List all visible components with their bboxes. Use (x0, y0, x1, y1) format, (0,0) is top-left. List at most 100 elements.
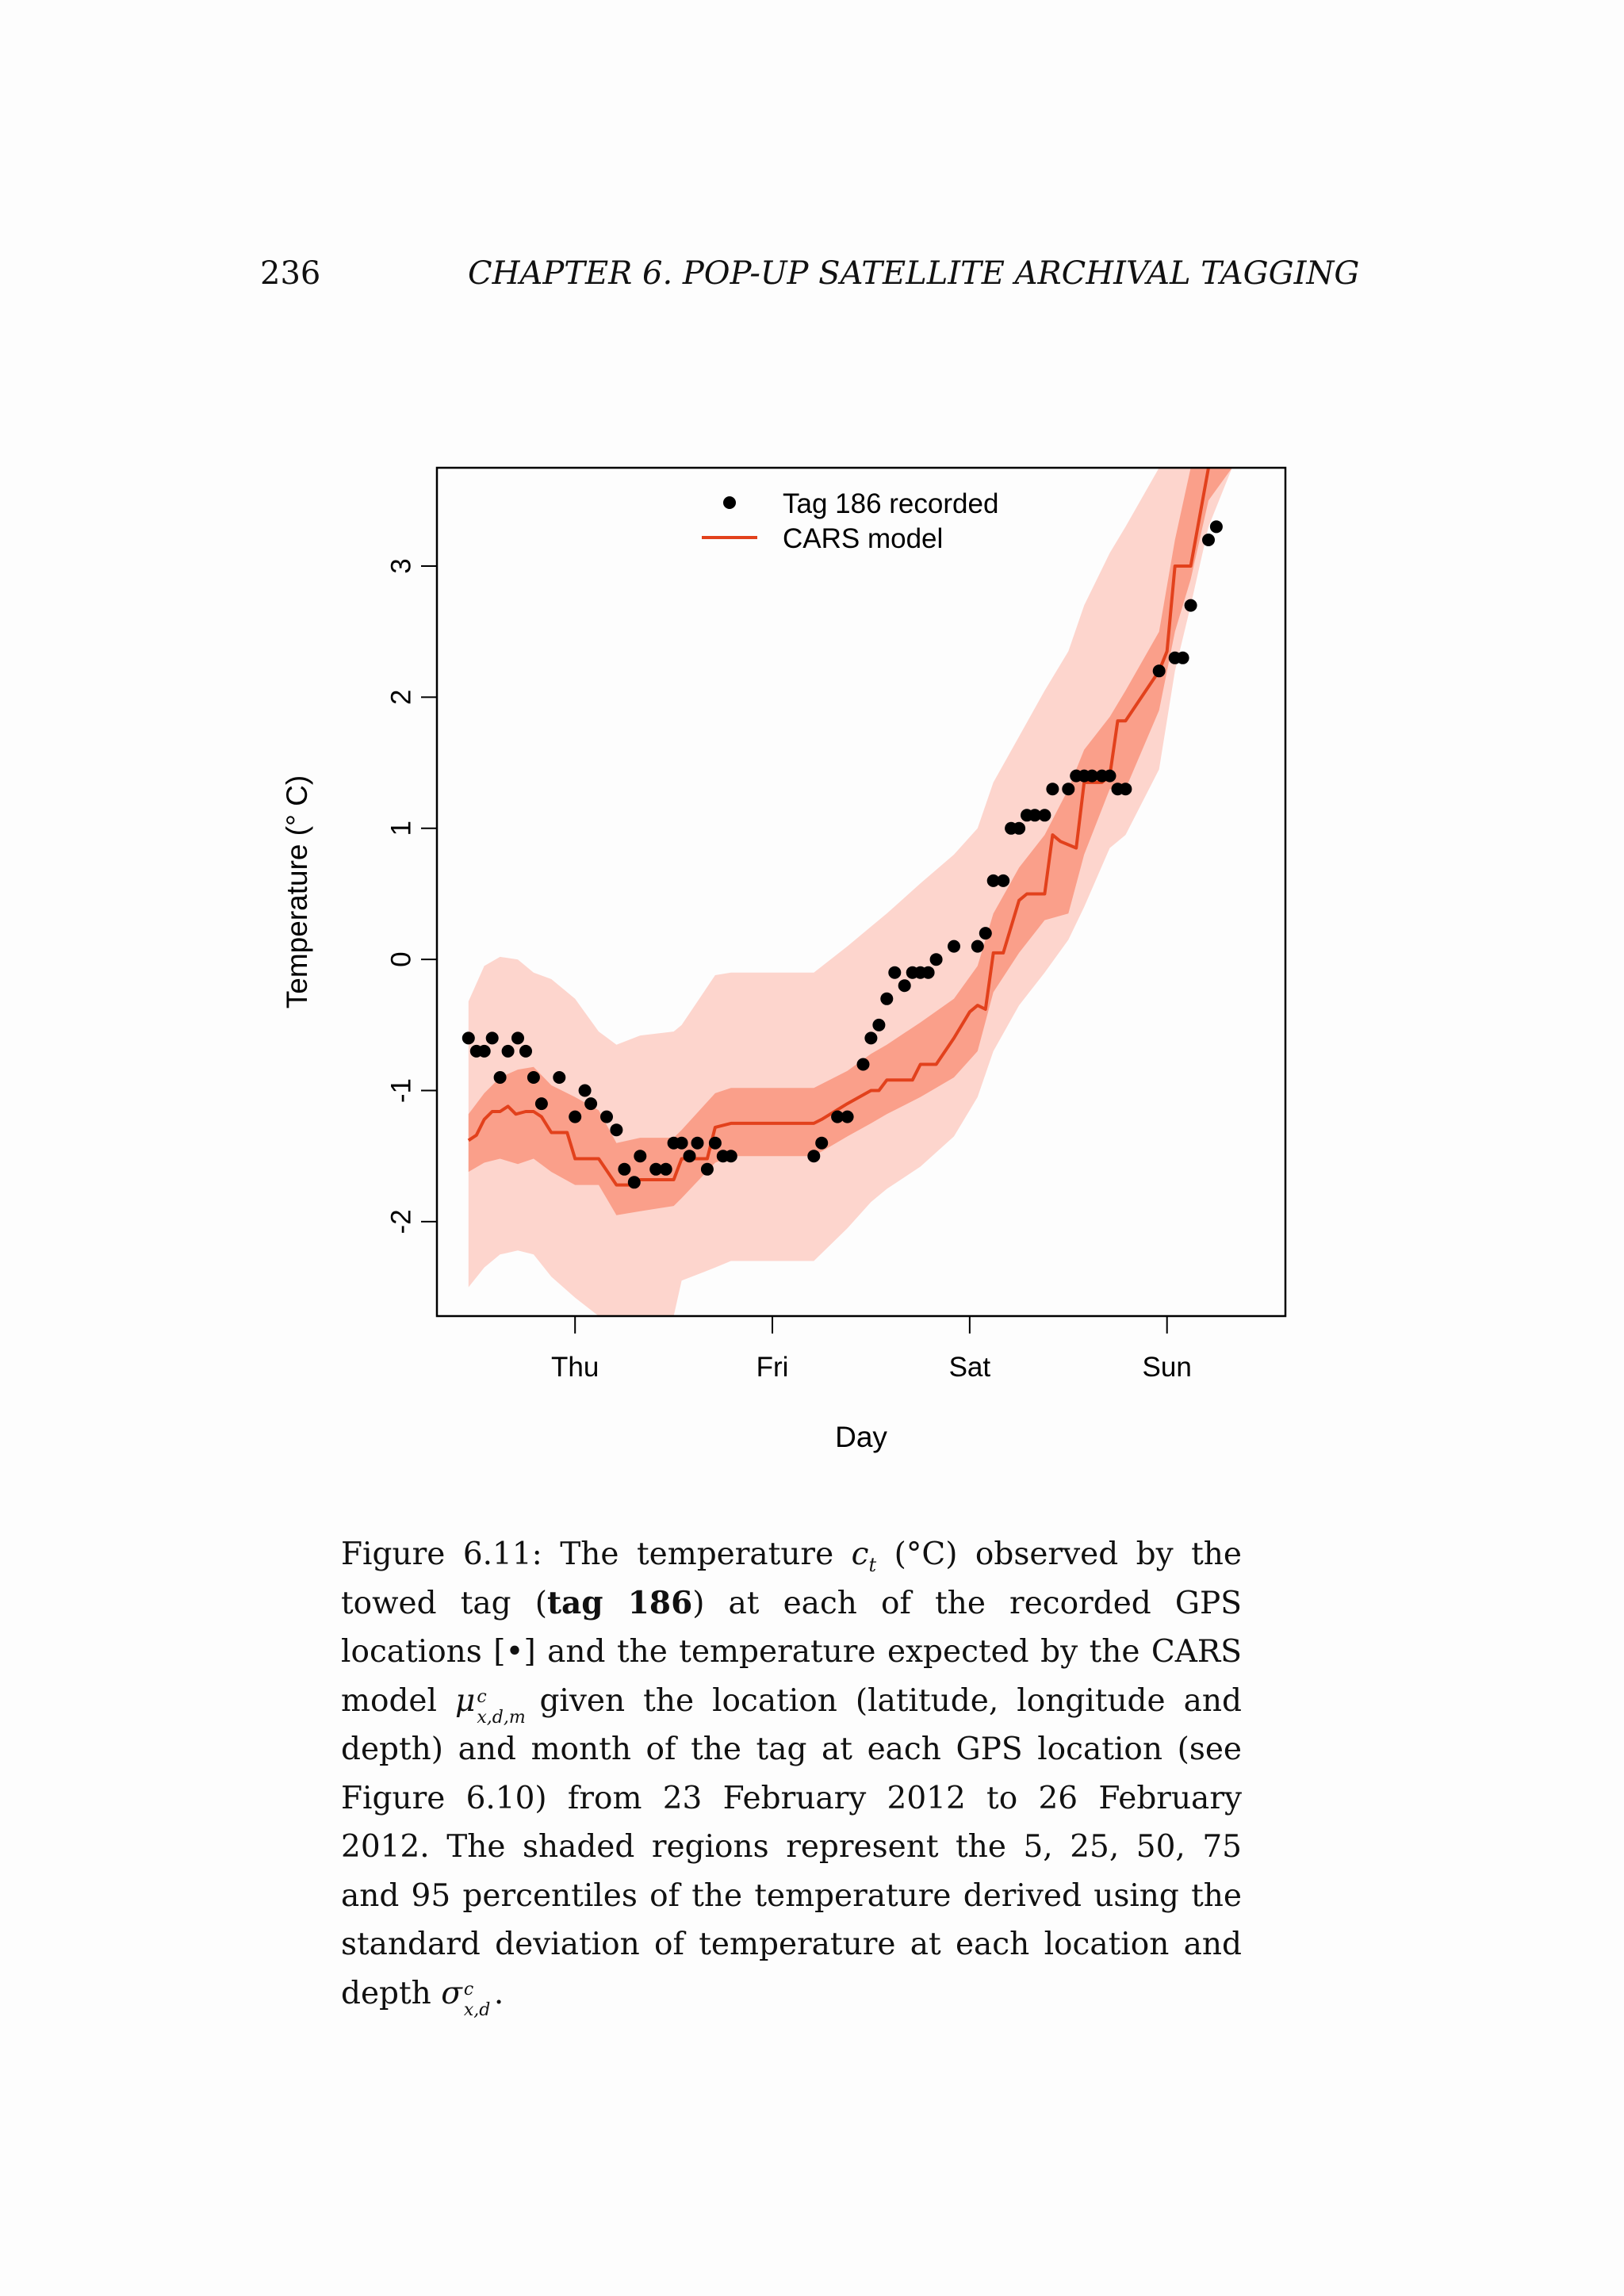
data-point (1046, 783, 1059, 796)
page-header: 236 CHAPTER 6. POP-UP SATELLITE ARCHIVAL… (0, 255, 1624, 303)
caption-text-3: ) at each of the recorded GPS locations … (341, 1585, 1242, 1719)
data-point (477, 1044, 491, 1058)
page-number: 236 (260, 255, 321, 292)
plot-frame (435, 466, 1287, 1318)
var-c: c (851, 1536, 869, 1572)
caption-text-2: (°C) observed by the towed tag ( (341, 1536, 1242, 1621)
y-tick-label: 0 (386, 951, 417, 966)
y-axis-label: Temperature (° C) (281, 775, 313, 1008)
caption-label: Figure 6.11: (341, 1536, 542, 1572)
data-point (634, 1150, 647, 1163)
legend-point-symbol (723, 496, 736, 509)
data-point (584, 1097, 598, 1111)
data-point (948, 939, 960, 953)
data-point (1028, 809, 1041, 822)
percentile-bands (468, 468, 1247, 1316)
data-point (462, 1031, 475, 1045)
data-point (1209, 520, 1223, 534)
data-point (610, 1123, 623, 1137)
data-point (578, 1084, 592, 1097)
caption-text-5: . (493, 1975, 504, 2011)
data-point (979, 927, 992, 940)
data-point (501, 1044, 515, 1058)
data-point (1038, 809, 1051, 822)
y-tick-label: 2 (386, 690, 417, 705)
data-point (856, 1058, 870, 1071)
x-axis-label: Day (835, 1421, 887, 1453)
legend-label-recorded: Tag 186 recorded (783, 488, 998, 519)
data-point (1176, 651, 1189, 664)
mu-subscript: x,d,m (477, 1707, 526, 1728)
data-point (971, 939, 984, 953)
data-point (929, 953, 943, 966)
data-point (1119, 783, 1132, 796)
y-tick-label: 3 (386, 558, 417, 573)
data-point (627, 1176, 641, 1189)
figure-caption: Figure 6.11: The temperature ct (°C) obs… (341, 1530, 1242, 2020)
data-point (807, 1150, 821, 1163)
tag-points-series (462, 520, 1223, 1189)
data-point (1062, 783, 1075, 796)
data-point (888, 966, 902, 979)
data-point (1202, 534, 1215, 546)
caption-var-mu: μ c x,d,m (455, 1682, 526, 1728)
data-point (675, 1136, 688, 1150)
y-axis: -2 -1 0 1 2 3 (386, 558, 437, 1234)
data-point (708, 1136, 722, 1150)
x-tick-label: Thu (551, 1352, 599, 1383)
data-point (872, 1018, 886, 1031)
data-point (691, 1136, 704, 1150)
data-point (519, 1044, 532, 1058)
x-tick-label: Fri (756, 1352, 789, 1383)
data-point (569, 1110, 582, 1123)
data-point (1086, 769, 1099, 783)
data-point (864, 1031, 878, 1045)
sigma-subscript: x,d (463, 1999, 491, 2020)
data-point (534, 1097, 548, 1111)
data-point (493, 1071, 507, 1084)
data-point (724, 1150, 737, 1163)
running-title: CHAPTER 6. POP-UP SATELLITE ARCHIVAL TAG… (468, 255, 1360, 292)
data-point (485, 1031, 499, 1045)
chart-legend: Tag 186 recorded CARS model (702, 488, 998, 554)
var-mu: μ (455, 1682, 476, 1719)
data-point (997, 874, 1010, 887)
data-point (1184, 599, 1197, 612)
caption-tag-bold: tag 186 (546, 1584, 693, 1621)
data-point (986, 874, 1000, 887)
data-point (511, 1031, 524, 1045)
legend-label-model: CARS model (783, 523, 943, 554)
cars-model-series (467, 467, 1210, 1187)
data-point (700, 1162, 714, 1176)
data-point (649, 1162, 663, 1176)
data-point (553, 1071, 566, 1084)
data-point (921, 966, 935, 979)
mu-superscript: c (477, 1686, 487, 1707)
data-point (815, 1136, 829, 1150)
data-point (831, 1110, 845, 1123)
data-point (659, 1162, 672, 1176)
sigma-superscript: c (463, 1979, 474, 1999)
var-c-subscript: t (868, 1553, 877, 1576)
x-tick-label: Sat (949, 1352, 991, 1383)
caption-text-4: given the location (latitude, longitude … (341, 1682, 1242, 2011)
y-tick-label: 1 (386, 821, 417, 836)
x-tick-label: Sun (1143, 1352, 1192, 1383)
x-axis: Thu Fri Sat Sun (551, 1316, 1192, 1383)
data-point (527, 1071, 540, 1084)
data-point (600, 1110, 613, 1123)
data-point (898, 979, 911, 993)
band-5-95 (468, 468, 1247, 1316)
data-point (1013, 821, 1026, 835)
data-point (841, 1110, 854, 1123)
var-sigma: σ (441, 1975, 462, 2011)
data-point (618, 1162, 631, 1176)
y-tick-label: -1 (386, 1078, 417, 1103)
data-point (1152, 664, 1166, 678)
data-point (683, 1150, 696, 1163)
data-point (880, 992, 894, 1005)
caption-text-1: The temperature (560, 1536, 834, 1572)
caption-var-sigma: σ c x,d (441, 1975, 494, 2020)
data-point (1103, 769, 1116, 783)
